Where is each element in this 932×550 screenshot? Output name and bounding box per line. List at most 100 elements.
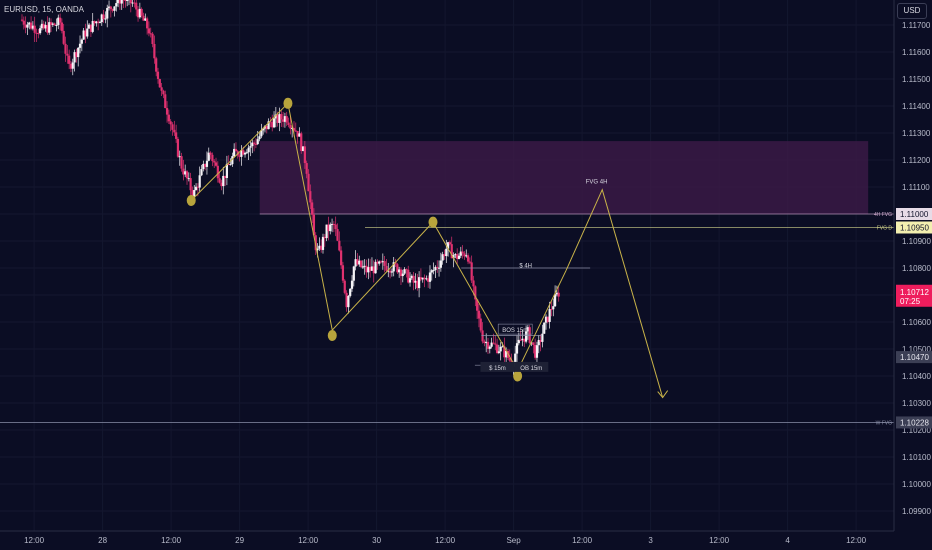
candle-body (330, 223, 334, 225)
candle-body (465, 255, 468, 257)
swing-point-marker[interactable] (327, 330, 337, 341)
candle-body (191, 190, 194, 198)
currency-label[interactable]: USD (897, 3, 927, 19)
candle-body (300, 133, 303, 152)
candle-body (194, 186, 198, 190)
candle-body (24, 24, 27, 28)
swing-point-marker[interactable] (186, 195, 196, 206)
candle-body (55, 24, 58, 26)
candle-body (227, 163, 230, 165)
candle-body (463, 253, 466, 257)
candle-body (311, 202, 314, 215)
candle-body (441, 254, 444, 261)
candle-body (173, 129, 176, 133)
candle-body (140, 8, 143, 16)
current-price-label: 1.10712 (900, 288, 929, 297)
candle-body (448, 242, 452, 245)
candle-body (196, 186, 199, 188)
x-tick-label: 12:00 (846, 536, 867, 545)
candle-body (341, 265, 345, 281)
candle-body (519, 339, 522, 341)
candle-body (202, 163, 205, 170)
candle-body (323, 236, 326, 239)
fvg-4h-zone[interactable] (259, 141, 869, 214)
candle-body (537, 339, 540, 346)
candle-body (66, 53, 69, 56)
candle-body (521, 338, 524, 340)
candle-body (508, 357, 511, 361)
candle-body (53, 23, 56, 26)
candle-body (77, 47, 80, 58)
candle-body (345, 292, 348, 308)
candle-body (472, 280, 475, 287)
candle-body (369, 267, 372, 271)
candle-body (75, 52, 78, 58)
candle-body (251, 142, 254, 147)
candle-body (292, 127, 296, 131)
swing-point-marker[interactable] (428, 216, 438, 228)
candle-body (104, 18, 107, 20)
annotation-box (514, 361, 549, 372)
x-tick-label: 12:00 (572, 536, 593, 545)
candle-body (430, 270, 433, 273)
candle-body (240, 150, 243, 157)
candle-body (214, 162, 218, 166)
candle-body (398, 269, 401, 273)
candle-body (340, 250, 343, 266)
candle-body (450, 244, 453, 259)
candle-body (48, 22, 51, 33)
symbol-label[interactable]: EURUSD, 15, OANDA (4, 5, 85, 14)
candle-body (321, 236, 325, 250)
current-price-tag (896, 284, 932, 307)
swing-point-marker[interactable] (283, 97, 293, 109)
candle-body (457, 255, 461, 259)
candle-body (501, 346, 504, 348)
candle-body (151, 33, 154, 44)
candle-body (396, 264, 399, 273)
candle-body (26, 24, 29, 28)
candle-body (416, 280, 419, 289)
candle-body (387, 270, 390, 272)
candle-body (282, 119, 285, 122)
candle-body (401, 273, 404, 277)
candle-body (488, 346, 491, 349)
candle-body (46, 24, 49, 33)
candle-body (285, 116, 288, 123)
candle-body (535, 345, 539, 358)
annotation-label: $ 15m (489, 366, 506, 372)
candle-body (220, 182, 223, 187)
candle-body (20, 19, 24, 21)
candle-body (263, 125, 267, 129)
y-tick-label: 1.11600 (902, 48, 931, 57)
candle-body (156, 71, 160, 79)
candle-body (517, 339, 520, 344)
candle-body (436, 266, 439, 268)
zigzag-line[interactable] (190, 102, 567, 372)
candle-body (534, 344, 537, 358)
candle-body (260, 130, 263, 137)
y-tick-label: 1.10300 (902, 399, 931, 408)
candle-body (485, 341, 488, 344)
swing-point-marker[interactable] (513, 370, 523, 382)
candle-body (269, 121, 272, 123)
candle-body (153, 43, 156, 59)
candle-body (62, 30, 65, 44)
y-tick-label: 1.10000 (902, 480, 931, 489)
candle-body (459, 251, 462, 256)
candle-body (405, 269, 408, 271)
y-tick-label: 1.10200 (902, 426, 931, 435)
candle-body (470, 262, 473, 281)
candle-body (408, 278, 412, 283)
candle-body (454, 254, 457, 256)
candle-body (205, 160, 209, 167)
level-price-tag (896, 416, 932, 429)
candle-body (352, 266, 355, 281)
level-price-tag-label: 1.10228 (900, 418, 929, 427)
candle-body (84, 30, 87, 37)
projection-line[interactable] (565, 188, 664, 398)
candle-body (499, 346, 502, 352)
candle-body (229, 164, 232, 166)
candle-body (280, 114, 283, 120)
candle-body (550, 308, 553, 310)
